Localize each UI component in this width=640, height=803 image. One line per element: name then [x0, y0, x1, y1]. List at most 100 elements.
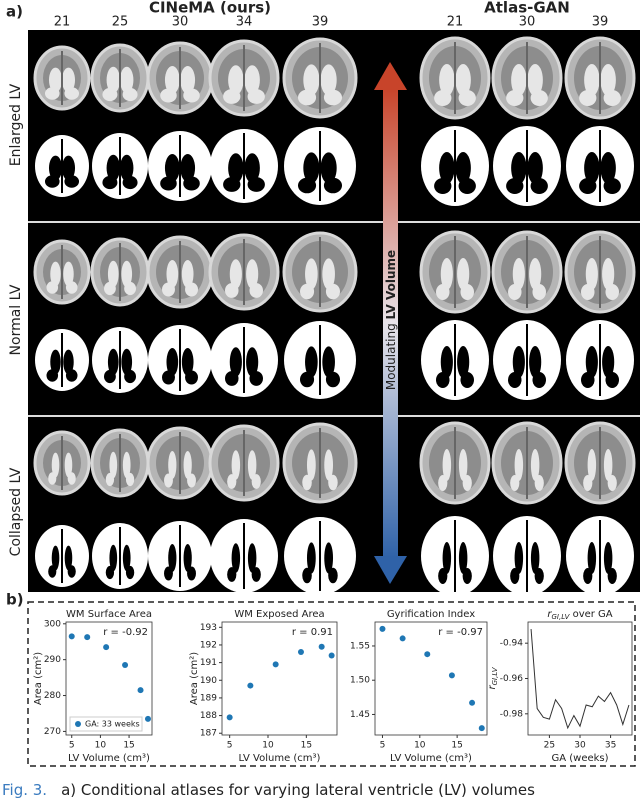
ventricle: [121, 348, 133, 376]
midline: [599, 520, 601, 592]
midline: [179, 47, 181, 109]
ventricle: [320, 64, 337, 96]
ventricle: [325, 371, 340, 388]
ventricle: [122, 451, 131, 479]
ventricle: [181, 260, 194, 288]
x-axis-label: LV Volume (cm³): [239, 753, 321, 764]
ventricle: [324, 542, 334, 574]
ventricle: [164, 154, 180, 182]
ventricle: [231, 543, 241, 573]
y-tick-label: 188: [200, 711, 217, 721]
scatter-point: [247, 682, 254, 689]
ventricle: [64, 175, 80, 188]
ventricle: [602, 346, 615, 378]
ventricle: [249, 283, 263, 298]
ventricle: [229, 259, 242, 289]
ventricle: [305, 346, 318, 378]
x-tick-label: 15: [301, 741, 312, 751]
chart-title: rGI,LV over GA: [547, 609, 612, 621]
ventricle: [67, 472, 76, 485]
x-tick-label: 5: [227, 741, 233, 751]
y-tick-label: 1.55: [350, 641, 370, 651]
chart-title: WM Exposed Area: [234, 609, 324, 620]
ventricle: [434, 90, 452, 106]
midline: [526, 130, 528, 202]
y-tick-label: 290: [44, 655, 61, 665]
midline: [179, 432, 181, 494]
ventricle: [440, 346, 453, 378]
midline: [119, 527, 121, 585]
ventricle: [529, 346, 542, 378]
ventricle: [46, 281, 59, 294]
legend-box: [69, 716, 143, 732]
midline: [243, 133, 245, 199]
ventricle: [324, 449, 334, 481]
ventricle: [164, 473, 173, 488]
scatter-point: [478, 725, 485, 732]
midline: [599, 236, 601, 308]
ventricle: [183, 451, 192, 479]
ventricle: [251, 567, 261, 582]
ventricle: [244, 65, 260, 95]
age-label: 30: [172, 15, 189, 30]
ventricle: [532, 372, 546, 388]
midline: [119, 331, 121, 389]
ventricle: [105, 472, 115, 487]
y-tick-label: 191: [200, 658, 217, 668]
ventricle: [457, 258, 470, 290]
ventricle: [510, 475, 520, 491]
ventricle: [584, 152, 600, 184]
midline: [319, 43, 321, 113]
ventricle: [124, 281, 136, 296]
midline: [599, 42, 601, 114]
legend-marker: [75, 721, 81, 727]
x-tick-label: 15: [123, 741, 134, 751]
y-tick-label: 192: [200, 640, 217, 650]
midline: [526, 427, 528, 499]
ventricle: [106, 154, 120, 182]
midline: [243, 45, 245, 111]
midline: [179, 135, 181, 197]
y-tick-label: 1.50: [350, 676, 370, 686]
x-axis-label: LV Volume (cm³): [390, 753, 472, 764]
plot-frame: [374, 621, 488, 736]
ventricle: [229, 347, 242, 377]
ventricle: [510, 568, 520, 584]
ventricle: [508, 372, 522, 388]
legend-label: GA: 33 weeks: [85, 720, 140, 729]
ventricle: [438, 568, 448, 584]
midline: [61, 245, 63, 299]
ventricle: [168, 544, 177, 572]
midline: [243, 239, 245, 305]
ventricle: [48, 155, 63, 181]
ventricle: [458, 449, 468, 481]
scatter-point: [84, 634, 91, 641]
ventricle: [247, 89, 265, 104]
midline: [61, 51, 63, 105]
midline: [599, 324, 601, 396]
ventricle: [587, 542, 597, 574]
scatter-point: [272, 661, 279, 668]
age-label: 21: [447, 15, 464, 30]
ventricle: [302, 567, 312, 584]
ventricle: [322, 258, 335, 290]
caption-text: a) Conditional atlases for varying later…: [61, 781, 535, 799]
ventricle: [61, 155, 76, 181]
ventricle: [458, 542, 468, 574]
ventricle: [109, 544, 118, 572]
ventricle: [328, 474, 338, 491]
ventricle: [581, 284, 595, 300]
ventricle: [438, 475, 448, 491]
ventricle: [64, 452, 73, 478]
ventricle: [328, 567, 338, 584]
title-symbol: r: [547, 609, 552, 620]
ventricle: [162, 370, 175, 385]
ventricle: [225, 371, 239, 386]
x-tick-label: 10: [262, 741, 274, 751]
y-label-symbol: r: [487, 685, 498, 690]
midline: [243, 523, 245, 589]
midline: [526, 236, 528, 308]
ventricle: [44, 175, 60, 188]
ventricle: [436, 284, 450, 300]
